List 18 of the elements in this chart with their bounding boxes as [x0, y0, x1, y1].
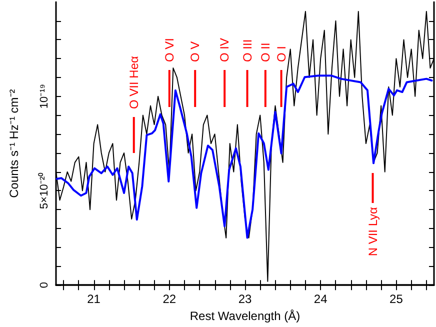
- ref-line-label: N VII Lyα: [366, 206, 380, 256]
- x-tick-label: 24: [314, 292, 328, 306]
- y-tick-label: 10⁻¹⁹: [38, 84, 50, 109]
- x-axis-title: Rest Wavelength (Å): [190, 309, 300, 323]
- ref-line-label: O V: [188, 41, 202, 62]
- ref-line-label: O II: [258, 42, 272, 62]
- x-tick-label: 22: [162, 292, 176, 306]
- y-tick-label: 0: [38, 282, 50, 288]
- x-tick-label: 25: [390, 292, 404, 306]
- ref-line-label: O VI: [162, 38, 176, 62]
- ref-line-label: O III: [240, 39, 254, 62]
- ref-line-label: O IV: [218, 38, 232, 62]
- ref-line-label: O I: [274, 46, 288, 62]
- x-tick-label: 21: [87, 292, 101, 306]
- y-tick-label: 5×10⁻²⁰: [38, 172, 50, 209]
- ref-line-label: O VII Heα: [126, 56, 141, 109]
- y-axis-title: Counts s⁻¹ Hz⁻¹ cm⁻²: [7, 89, 21, 198]
- x-tick-label: 23: [238, 292, 252, 306]
